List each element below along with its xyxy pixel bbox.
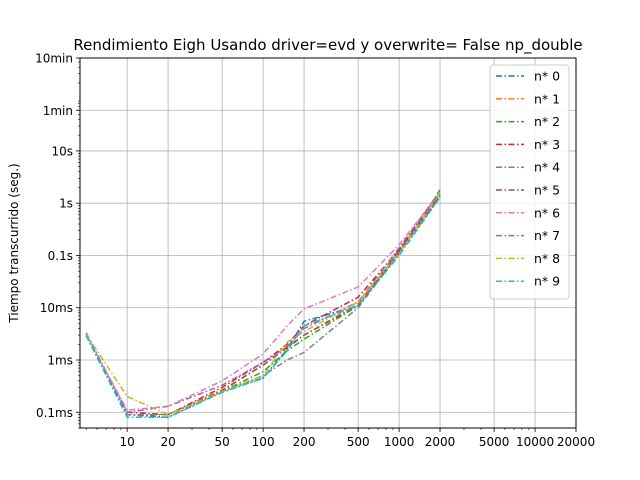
y-tick-label: 10ms (40, 301, 73, 315)
axis-ticks: 10 20 50 100 200 500 1000 2000 5000 10000 20000 0.1… (35, 52, 595, 450)
x-tick-label: 50 (215, 435, 230, 449)
series-line-8 (85, 192, 441, 416)
x-tick-label: 500 (347, 435, 370, 449)
y-tick-label: 0.1ms (36, 406, 73, 420)
series-line-6 (85, 192, 441, 411)
x-tick-label: 200 (293, 435, 316, 449)
legend-label: n* 2 (534, 114, 560, 129)
x-tick-label: 1000 (384, 435, 415, 449)
legend-label: n* 6 (534, 205, 560, 220)
x-tick-label: 20 (160, 435, 175, 449)
legend-label: n* 8 (534, 251, 560, 266)
legend-box (489, 64, 570, 300)
y-tick-label: 10min (35, 52, 73, 66)
legend-label: n* 4 (534, 160, 560, 175)
legend: n* 0 n* 1 n* 2 n* 3 n* 4 n* 5 n* 6 n* 7 n* 8 n* 9 (489, 64, 570, 300)
legend-label: n* 9 (534, 274, 560, 289)
y-tick-label: 1s (59, 197, 73, 211)
x-tick-label: 2000 (425, 435, 456, 449)
x-tick-label: 20000 (557, 435, 595, 449)
legend-label: n* 1 (534, 91, 560, 106)
legend-label: n* 3 (534, 137, 560, 152)
series-line-3 (85, 192, 441, 416)
series-line-9 (85, 196, 441, 419)
legend-label: n* 7 (534, 228, 560, 243)
y-tick-label: 10s (51, 144, 73, 158)
plot-series (85, 189, 441, 419)
y-axis-label: Tiempo transcurrido (seg.) (7, 163, 21, 323)
x-tick-label: 10000 (516, 435, 554, 449)
x-tick-label: 5000 (479, 435, 510, 449)
y-tick-label: 0.1s (48, 249, 73, 263)
legend-label: n* 0 (534, 69, 560, 84)
x-tick-label: 100 (252, 435, 275, 449)
chart-title: Rendimiento Eigh Usando driver=evd y ove… (73, 36, 582, 55)
x-tick-label: 10 (120, 435, 135, 449)
legend-label: n* 5 (534, 183, 560, 198)
y-tick-label: 1min (43, 104, 73, 118)
y-tick-label: 1ms (47, 354, 73, 368)
